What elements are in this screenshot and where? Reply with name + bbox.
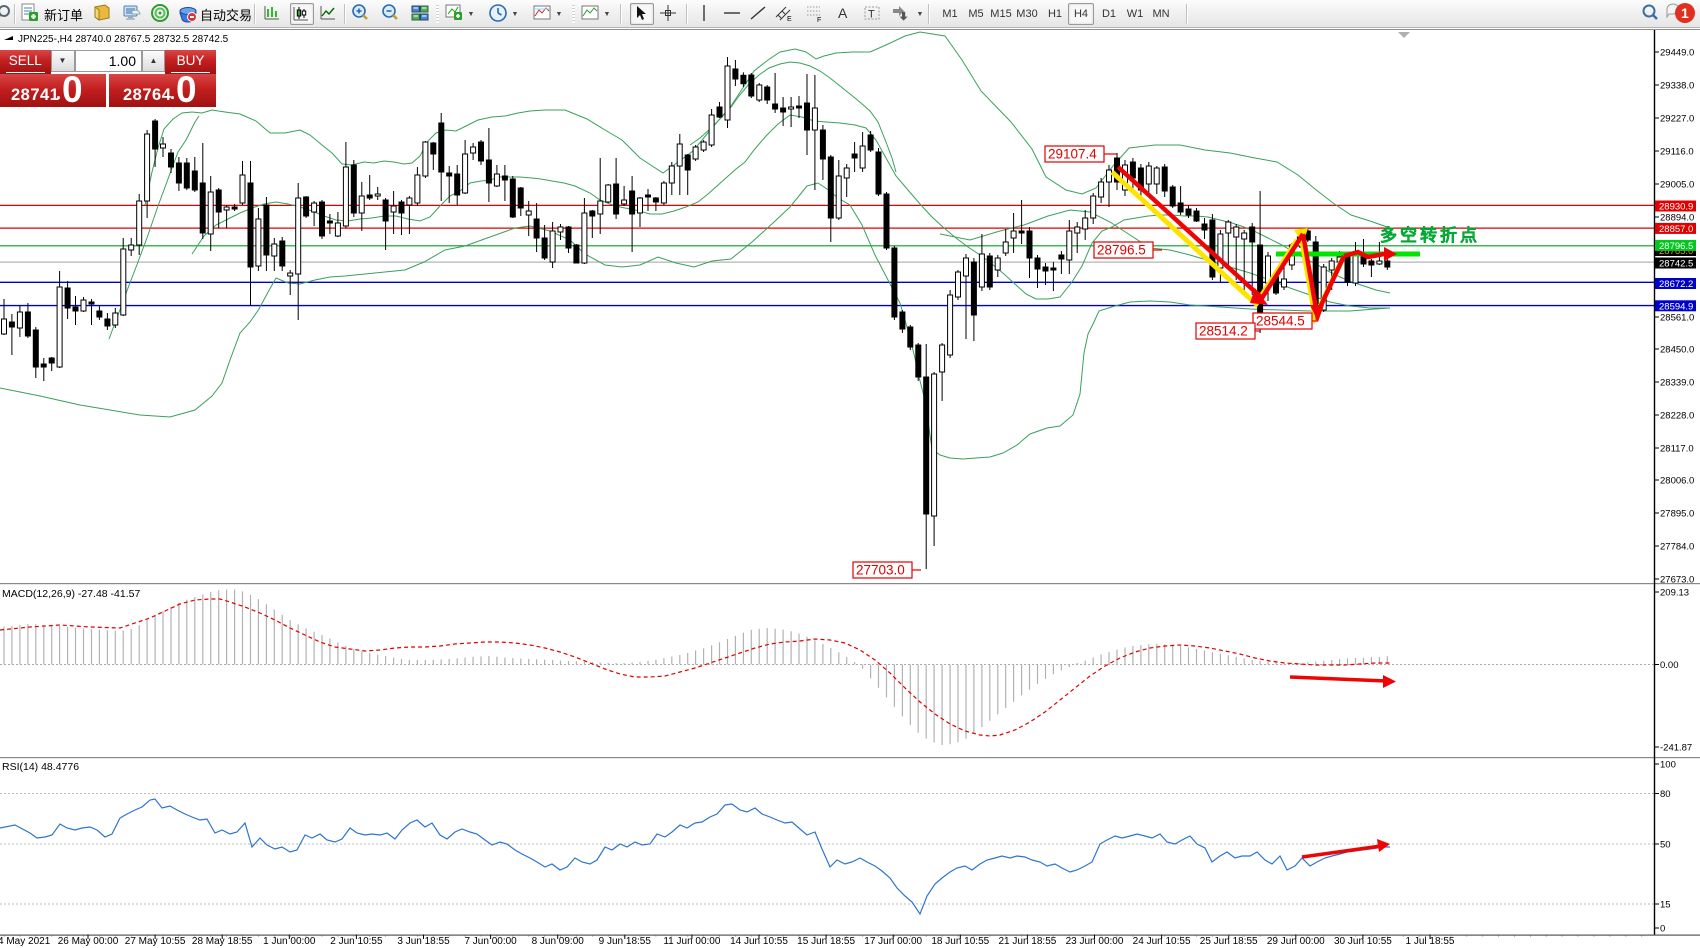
svg-text:29116.0: 29116.0 [1660,147,1694,158]
svg-text:15: 15 [1660,900,1671,911]
svg-text:21 Jun 18:55: 21 Jun 18:55 [998,936,1056,947]
svg-text:29338.0: 29338.0 [1660,81,1694,92]
svg-text:27 May 10:55: 27 May 10:55 [125,936,186,947]
svg-text:4 May 2021: 4 May 2021 [0,936,51,947]
svg-text:27703.0: 27703.0 [856,563,905,578]
svg-text:50: 50 [1660,840,1671,851]
svg-text:28742.5: 28742.5 [1659,259,1693,270]
svg-text:209.13: 209.13 [1660,588,1689,599]
svg-text:E: E [787,16,792,23]
svg-text:JPN225-,H4 28740.0 28767.5 28: JPN225-,H4 28740.0 28767.5 28732.5 28742… [18,34,229,45]
svg-text:28339.0: 28339.0 [1660,378,1694,389]
svg-text:28006.0: 28006.0 [1660,476,1694,487]
svg-text:28450.0: 28450.0 [1660,345,1694,356]
svg-text:MACD(12,26,9) -27.48 -41.57: MACD(12,26,9) -27.48 -41.57 [2,588,140,600]
svg-text:7 Jun 00:00: 7 Jun 00:00 [464,936,517,947]
svg-text:T: T [868,9,875,21]
svg-text:28930.9: 28930.9 [1659,202,1693,213]
svg-text:28894.0: 28894.0 [1660,213,1694,224]
svg-text:28514.2: 28514.2 [1199,324,1248,339]
svg-text:28594.9: 28594.9 [1659,301,1693,312]
svg-text:14 Jun 10:55: 14 Jun 10:55 [730,936,788,947]
svg-text:29107.4: 29107.4 [1048,147,1097,162]
svg-text:27673.0: 27673.0 [1660,575,1694,586]
svg-text:28765.0: 28765.0 [1659,246,1693,257]
svg-text:多空转折点: 多空转折点 [1380,225,1480,245]
svg-text:1 Jun 00:00: 1 Jun 00:00 [263,936,316,947]
svg-text:28561.0: 28561.0 [1660,313,1694,324]
svg-text:3 Jun 18:55: 3 Jun 18:55 [397,936,450,947]
svg-text:18 Jun 10:55: 18 Jun 10:55 [931,936,989,947]
svg-text:0: 0 [1660,924,1665,935]
svg-text:28 May 18:55: 28 May 18:55 [192,936,253,947]
svg-text:28544.5: 28544.5 [1256,314,1305,329]
svg-text:30 Jun 10:55: 30 Jun 10:55 [1334,936,1392,947]
svg-text:1 Jul 18:55: 1 Jul 18:55 [1406,936,1455,947]
svg-text:27895.0: 27895.0 [1660,509,1694,520]
svg-text:25 Jun 18:55: 25 Jun 18:55 [1200,936,1258,947]
svg-text:29449.0: 29449.0 [1660,48,1694,59]
svg-text:11 Jun 00:00: 11 Jun 00:00 [663,936,721,947]
svg-text:28857.0: 28857.0 [1659,224,1693,235]
svg-text:-241.87: -241.87 [1660,743,1692,754]
svg-text:100: 100 [1660,760,1676,771]
svg-text:28796.5: 28796.5 [1659,241,1693,252]
svg-text:27784.0: 27784.0 [1660,542,1694,553]
svg-text:28117.0: 28117.0 [1660,444,1694,455]
svg-text:29005.0: 29005.0 [1660,180,1694,191]
svg-text:28228.0: 28228.0 [1660,411,1694,422]
svg-text:24 Jun 10:55: 24 Jun 10:55 [1133,936,1191,947]
svg-text:15 Jun 18:55: 15 Jun 18:55 [797,936,855,947]
svg-text:0.00: 0.00 [1660,660,1679,671]
svg-text:28672.2: 28672.2 [1659,279,1693,290]
svg-text:29 Jun 00:00: 29 Jun 00:00 [1267,936,1325,947]
svg-text:80: 80 [1660,789,1671,800]
svg-text:RSI(14) 48.4776: RSI(14) 48.4776 [2,761,79,773]
svg-text:29227.0: 29227.0 [1660,114,1694,125]
svg-text:28796.5: 28796.5 [1097,243,1146,258]
svg-text:A: A [838,5,848,21]
svg-text:1: 1 [1681,5,1689,21]
svg-text:F: F [817,17,821,23]
svg-text:26 May 00:00: 26 May 00:00 [58,936,119,947]
svg-text:8 Jun 09:00: 8 Jun 09:00 [532,936,585,947]
svg-text:9 Jun 18:55: 9 Jun 18:55 [599,936,652,947]
svg-text:23 Jun 00:00: 23 Jun 00:00 [1066,936,1124,947]
svg-text:17 Jun 00:00: 17 Jun 00:00 [864,936,922,947]
svg-text:2 Jun 10:55: 2 Jun 10:55 [330,936,383,947]
